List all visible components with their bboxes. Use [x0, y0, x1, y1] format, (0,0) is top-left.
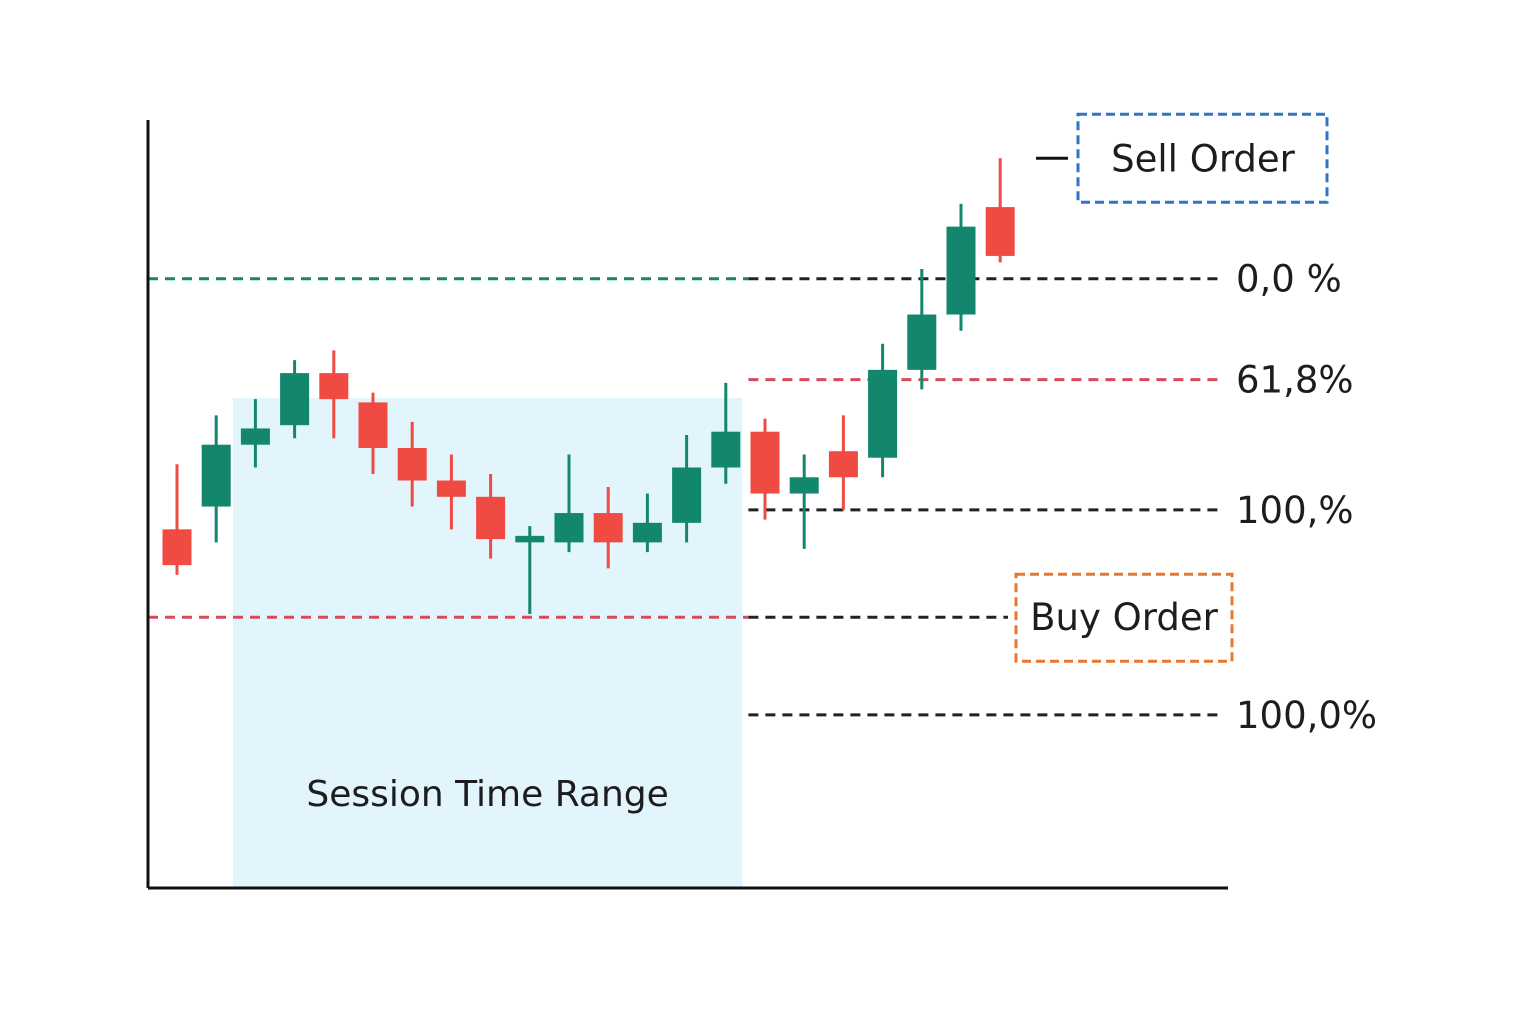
- candle: [750, 418, 780, 520]
- sell-order-box: [1076, 112, 1329, 204]
- level-label: 61,8%: [1236, 359, 1354, 402]
- candle-body: [397, 447, 427, 481]
- candle: [280, 360, 310, 439]
- candle: [319, 350, 349, 439]
- candlestick-series: [162, 158, 1015, 614]
- candle: [201, 415, 231, 543]
- session-range-label: Session Time Range: [306, 774, 668, 815]
- candle-body: [828, 451, 858, 478]
- candle: [476, 474, 506, 559]
- level-label: 100,%: [1236, 489, 1354, 532]
- candle: [632, 493, 662, 553]
- candle-body: [750, 431, 780, 494]
- level-label: 0,0 %: [1236, 258, 1342, 301]
- fibonacci-levels: 0,0 % 61,8% 100,% Buy Order 100,0%: [148, 258, 1377, 737]
- candle: [985, 158, 1015, 263]
- candle-body: [946, 226, 976, 315]
- candle-body: [162, 529, 192, 566]
- candle: [711, 382, 741, 484]
- candle: [397, 421, 427, 507]
- candle-body: [789, 477, 819, 494]
- candle-body: [554, 513, 584, 543]
- buy-order-box: [1014, 572, 1234, 663]
- candle-body: [319, 373, 349, 400]
- buy-order-label: Buy Order: [1030, 596, 1218, 639]
- candle-body: [711, 431, 741, 468]
- candle: [789, 454, 819, 549]
- candle: [828, 415, 858, 510]
- candle-body: [436, 480, 466, 497]
- candle: [946, 203, 976, 331]
- level-label: 100,0%: [1236, 694, 1377, 737]
- candle-body: [240, 428, 270, 445]
- candle: [554, 454, 584, 553]
- candle-body: [593, 513, 623, 543]
- candle-body: [672, 467, 702, 523]
- candle: [240, 399, 270, 468]
- candle: [358, 392, 388, 475]
- candle-body: [280, 373, 310, 426]
- candle: [436, 454, 466, 530]
- candle: [868, 343, 898, 478]
- candle-body: [632, 522, 662, 543]
- candle-body: [985, 207, 1015, 256]
- candle-body: [201, 444, 231, 507]
- candle-body: [515, 535, 545, 543]
- session-range-band: [232, 398, 743, 888]
- candle-body: [358, 402, 388, 448]
- candle: [672, 434, 702, 543]
- candle-body: [907, 314, 937, 370]
- candle: [593, 487, 623, 569]
- candle: [907, 268, 937, 390]
- candle-body: [868, 369, 898, 458]
- candle: [162, 464, 192, 575]
- candle-body: [476, 496, 506, 540]
- sell-order-label: Sell Order: [1111, 137, 1296, 180]
- candle: [515, 526, 545, 614]
